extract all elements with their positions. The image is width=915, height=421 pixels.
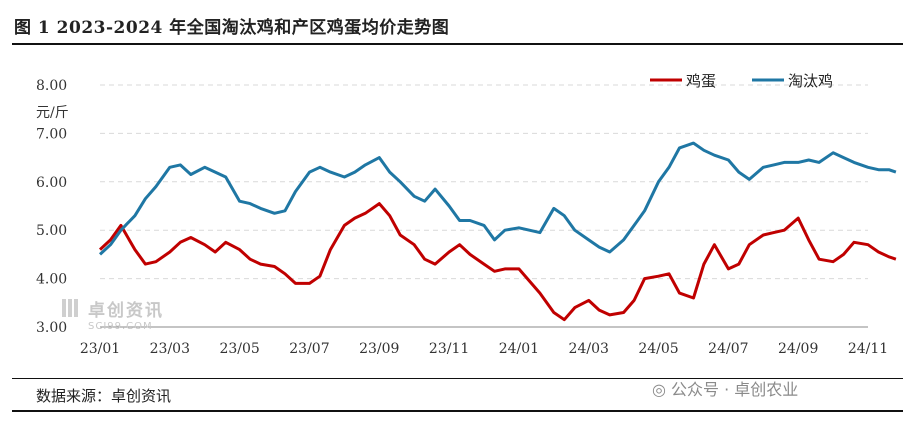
x-tick-label: 23/01 <box>80 341 120 357</box>
gridlines <box>100 84 868 280</box>
chart-title: 图 1 2023-2024 年全国淘汰鸡和产区鸡蛋均价走势图 <box>14 18 450 38</box>
y-tick-label: 3.00 <box>36 320 67 336</box>
y-axis-label: 元/斤 <box>36 105 69 121</box>
legend-label-hen: 淘汰鸡 <box>788 72 833 90</box>
bottom-rule <box>12 410 903 412</box>
y-tick-label: 8.00 <box>36 78 67 94</box>
series-line-egg <box>98 202 897 322</box>
x-tick-label: 24/03 <box>569 341 609 357</box>
source-rule <box>12 378 903 379</box>
y-tick-labels: 3.00 4.00 5.00 6.00 7.00 8.00 <box>36 78 67 336</box>
x-tick-label: 24/07 <box>708 341 748 357</box>
x-tick-label: 24/01 <box>499 341 539 357</box>
x-tick-label: 24/11 <box>848 341 888 357</box>
x-tick-label: 23/03 <box>150 341 190 357</box>
source-note: 数据来源：卓创资讯 <box>36 387 172 405</box>
wechat-label: 公众号 · 卓创农业 <box>671 380 799 399</box>
wechat-watermark: ◎ 公众号 · 卓创农业 <box>652 376 798 400</box>
watermark-logo-icon <box>62 299 80 317</box>
watermark: 卓创资讯 SCI99.COM <box>62 296 164 332</box>
y-tick-label: 7.00 <box>36 126 67 142</box>
wechat-icon: ◎ <box>652 380 672 399</box>
x-tick-labels: 23/01 23/03 23/05 23/07 23/09 23/11 24/01 24/03… <box>80 341 888 357</box>
series-line-hen <box>98 141 897 256</box>
title-rule <box>12 43 903 45</box>
legend: 鸡蛋 淘汰鸡 <box>650 72 833 90</box>
watermark-cn: 卓创资讯 <box>88 301 164 321</box>
y-tick-label: 6.00 <box>36 175 67 191</box>
x-tick-label: 23/09 <box>359 341 399 357</box>
y-tick-label: 4.00 <box>36 272 67 288</box>
x-tick-label: 23/07 <box>289 341 329 357</box>
x-tick-label: 23/05 <box>219 341 259 357</box>
line-chart: 3.00 4.00 5.00 6.00 7.00 8.00 23/01 23/03 23/05… <box>36 72 897 357</box>
x-tick-label: 23/11 <box>429 341 469 357</box>
x-tick-label: 24/05 <box>638 341 678 357</box>
y-tick-label: 5.00 <box>36 223 67 239</box>
watermark-en: SCI99.COM <box>88 321 153 332</box>
x-tick-label: 24/09 <box>778 341 818 357</box>
legend-label-egg: 鸡蛋 <box>686 72 716 90</box>
